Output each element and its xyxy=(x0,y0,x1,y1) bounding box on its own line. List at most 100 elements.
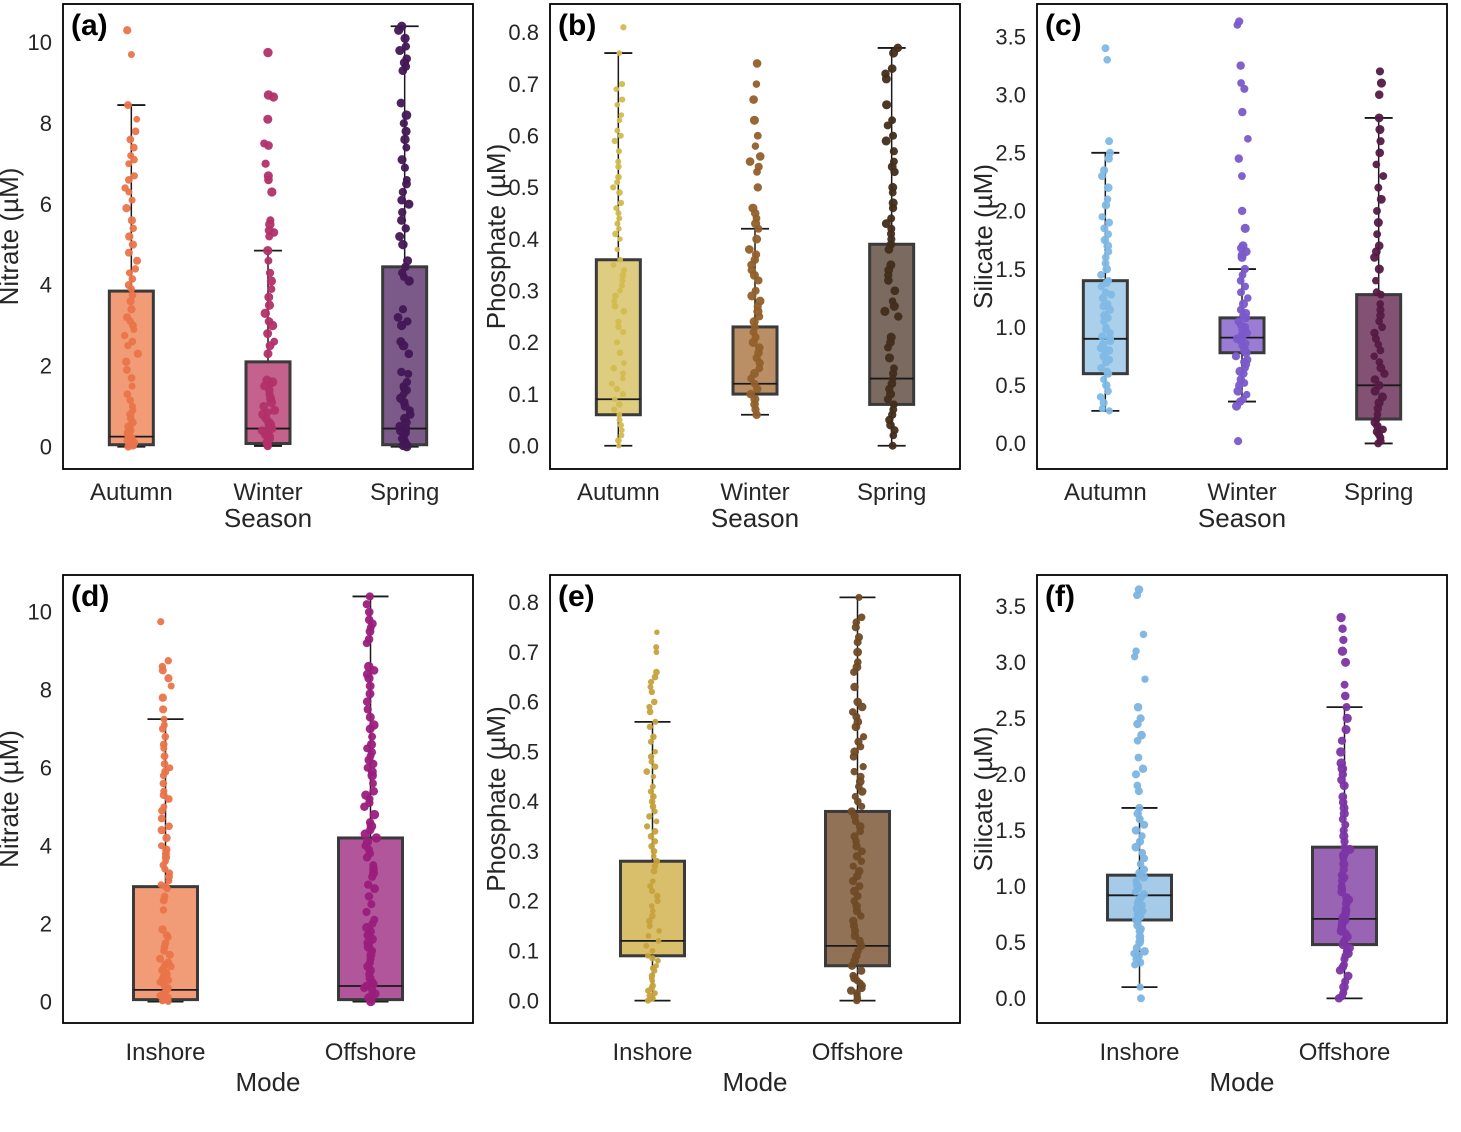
y-axis-label: Silicate (µM) xyxy=(974,164,998,309)
y-tick-label: 0.6 xyxy=(508,690,539,715)
y-tick-label: 1.5 xyxy=(995,818,1026,843)
x-axis-label: Season xyxy=(1198,503,1286,533)
plot-border xyxy=(1036,3,1448,470)
y-tick-label: 0.5 xyxy=(995,930,1026,955)
y-tick-label: 0.3 xyxy=(508,278,539,303)
panel-letter-b: (b) xyxy=(558,9,596,42)
category-label-offshore: Offshore xyxy=(1299,1039,1391,1066)
panel-letter-e: (e) xyxy=(558,580,595,613)
points-offshore xyxy=(846,593,868,1005)
panel-letter-c: (c) xyxy=(1045,9,1082,42)
points-inshore xyxy=(155,618,175,1006)
y-tick-label: 0.2 xyxy=(508,330,539,355)
box-spring xyxy=(381,25,429,448)
points-autumn xyxy=(120,26,143,451)
y-tick-label: 8 xyxy=(40,111,52,136)
chart-c: 0.0 0.5 1.0 1.5 2.0 2.5 3.0 3.5 Silicate (µM) Aut… xyxy=(974,3,1448,533)
chart-d: 0 2 4 6 8 10 Nitrate (µM) Inshore Offshore Mode (d… xyxy=(0,574,474,1097)
y-tick-label: 3.5 xyxy=(995,24,1026,49)
panel-letter-f: (f) xyxy=(1045,580,1075,613)
category-label-spring: Spring xyxy=(370,479,439,506)
x-axis-label: Season xyxy=(224,503,312,533)
y-tick-label: 10 xyxy=(28,600,52,625)
chart-f: 0.0 0.5 1.0 1.5 2.0 2.5 3.0 3.5 Silicate (µM) Ins… xyxy=(974,574,1448,1097)
points-winter xyxy=(744,59,765,420)
x-axis-label: Mode xyxy=(1209,1067,1274,1097)
y-tick-label: 2.5 xyxy=(995,141,1026,166)
points-offshore xyxy=(360,592,382,1007)
y-tick-label: 0.3 xyxy=(508,839,539,864)
category-label-winter: Winter xyxy=(720,479,789,506)
y-tick-label: 2.0 xyxy=(995,199,1026,224)
y-tick-label: 0.1 xyxy=(508,382,539,407)
y-tick-label: 0.5 xyxy=(508,175,539,200)
panel-letter-d: (d) xyxy=(71,580,109,613)
chart-e: 0.0 0.1 0.2 0.3 0.4 0.5 0.6 0.7 0.8 Phosphate (µM… xyxy=(487,574,961,1097)
category-label-inshore: Inshore xyxy=(125,1039,205,1066)
category-label-winter: Winter xyxy=(1207,479,1276,506)
panel-c: 0.0 0.5 1.0 1.5 2.0 2.5 3.0 3.5 Silicate (µM) Aut… xyxy=(974,0,1461,560)
y-axis-label: Phosphate (µM) xyxy=(487,144,511,330)
points-inshore xyxy=(1130,585,1149,1003)
panel-f: 0.0 0.5 1.0 1.5 2.0 2.5 3.0 3.5 Silicate (µM) Ins… xyxy=(974,560,1461,1132)
y-tick-label: 1.0 xyxy=(995,874,1026,899)
category-label-winter: Winter xyxy=(233,479,302,506)
y-tick-label: 2.0 xyxy=(995,762,1026,787)
y-tick-label: 2 xyxy=(40,354,52,379)
points-winter xyxy=(257,47,280,451)
y-tick-label: 2.5 xyxy=(995,706,1026,731)
panel-e: 0.0 0.1 0.2 0.3 0.4 0.5 0.6 0.7 0.8 Phosphate (µM… xyxy=(487,560,974,1132)
points-winter xyxy=(1231,17,1252,446)
y-axis-label: Phosphate (µM) xyxy=(487,706,511,892)
y-tick-label: 6 xyxy=(40,192,52,217)
panel-d: 0 2 4 6 8 10 Nitrate (µM) Inshore Offshore Mode (d… xyxy=(0,560,487,1132)
y-tick-label: 0.0 xyxy=(508,988,539,1013)
y-tick-label: 3.0 xyxy=(995,650,1026,675)
category-label-spring: Spring xyxy=(857,479,926,506)
y-tick-label: 0 xyxy=(40,434,52,459)
plot-border xyxy=(549,574,961,1024)
x-axis-label: Mode xyxy=(235,1067,300,1097)
x-axis-label: Mode xyxy=(722,1067,787,1097)
points-autumn xyxy=(608,24,628,449)
y-tick-label: 0.8 xyxy=(508,20,539,45)
y-tick-label: 0.0 xyxy=(995,986,1026,1011)
y-tick-label: 0.5 xyxy=(508,739,539,764)
points-inshore xyxy=(643,629,662,1004)
y-tick-label: 1.0 xyxy=(995,315,1026,340)
y-tick-label: 0.2 xyxy=(508,889,539,914)
points-spring xyxy=(393,21,415,452)
y-tick-label: 0.4 xyxy=(508,227,539,252)
category-label-spring: Spring xyxy=(1344,479,1413,506)
panel-letter-a: (a) xyxy=(71,9,108,42)
plot-border xyxy=(62,574,474,1024)
category-label-offshore: Offshore xyxy=(325,1039,417,1066)
y-tick-label: 0.6 xyxy=(508,123,539,148)
chart-b: 0.0 0.1 0.2 0.3 0.4 0.5 0.6 0.7 0.8 Phosphate (µM… xyxy=(487,3,961,533)
y-axis-label: Silicate (µM) xyxy=(974,727,998,872)
points-spring xyxy=(1370,67,1389,448)
y-tick-label: 6 xyxy=(40,756,52,781)
panel-a: 0 2 4 6 8 10 Nitrate (µM) Autumn Winter Spring Sea… xyxy=(0,0,487,560)
points-spring xyxy=(880,43,903,450)
y-tick-label: 8 xyxy=(40,678,52,703)
y-tick-label: 4 xyxy=(40,833,52,858)
category-label-autumn: Autumn xyxy=(577,479,660,506)
plot-border xyxy=(1036,574,1448,1024)
y-tick-label: 0.5 xyxy=(995,373,1026,398)
points-offshore xyxy=(1334,612,1355,1003)
y-axis-label: Nitrate (µM) xyxy=(0,730,24,868)
y-tick-label: 0.0 xyxy=(995,431,1026,456)
y-tick-label: 0.1 xyxy=(508,939,539,964)
y-tick-label: 0.0 xyxy=(508,433,539,458)
x-axis-label: Season xyxy=(711,503,799,533)
chart-a: 0 2 4 6 8 10 Nitrate (µM) Autumn Winter Spring Sea… xyxy=(0,3,474,533)
category-label-autumn: Autumn xyxy=(90,479,173,506)
y-axis-label: Nitrate (µM) xyxy=(0,168,24,306)
y-tick-label: 3.0 xyxy=(995,82,1026,107)
y-tick-label: 0 xyxy=(40,989,52,1014)
y-tick-label: 3.5 xyxy=(995,594,1026,619)
category-label-autumn: Autumn xyxy=(1064,479,1147,506)
category-label-offshore: Offshore xyxy=(812,1039,904,1066)
y-tick-label: 0.8 xyxy=(508,590,539,615)
